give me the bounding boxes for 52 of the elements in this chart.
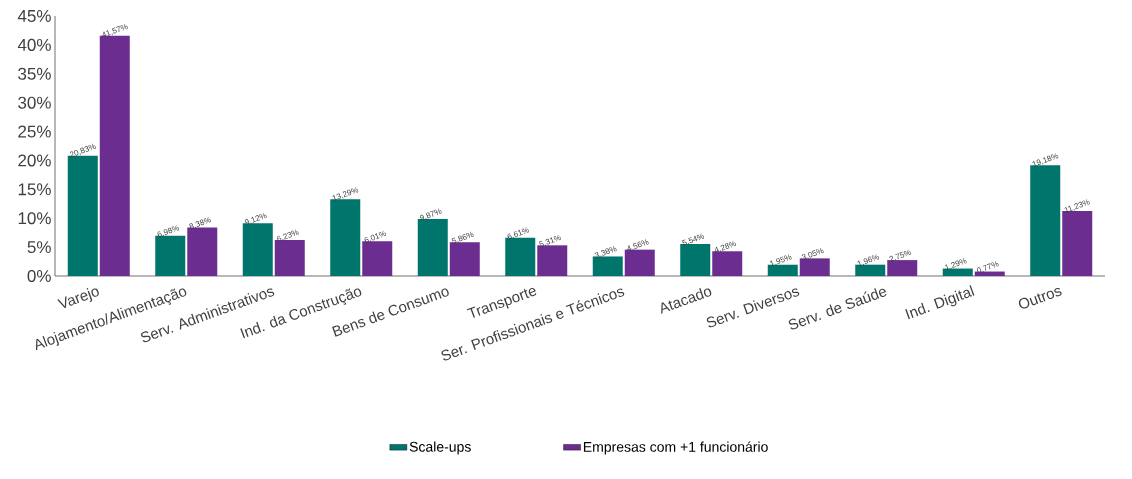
bar — [592, 256, 623, 276]
bar — [274, 240, 305, 276]
bar — [1030, 165, 1061, 276]
data-label: 6,98% — [157, 225, 180, 238]
y-tick-label: 10% — [18, 212, 51, 225]
data-label: 5,86% — [451, 231, 474, 244]
y-tick-label: 30% — [18, 96, 51, 109]
data-label: 6,61% — [507, 227, 530, 240]
bar — [449, 242, 480, 276]
data-label: 9,87% — [419, 208, 442, 221]
bar — [712, 251, 743, 276]
bar — [330, 199, 361, 276]
data-label: 1,96% — [857, 254, 880, 267]
data-label: 4,56% — [627, 239, 649, 251]
y-tick-label: 0% — [27, 269, 51, 283]
y-tick-label: 15% — [18, 183, 51, 196]
data-label: 41,57% — [102, 23, 128, 37]
data-label: 4,28% — [714, 240, 737, 253]
bar — [362, 241, 393, 276]
y-tick-label: 20% — [18, 154, 51, 167]
data-label: 1,29% — [945, 258, 967, 271]
data-label: 5,54% — [682, 233, 705, 246]
legend-label: Scale-ups — [409, 441, 471, 455]
bar — [942, 268, 973, 276]
data-label: 5,31% — [539, 234, 562, 247]
bar — [242, 223, 273, 276]
data-label: 8,38% — [189, 217, 212, 230]
bar — [505, 237, 536, 276]
data-label: 2,75% — [889, 249, 912, 262]
data-label: 9,12% — [244, 212, 267, 225]
data-label: 6,23% — [277, 229, 299, 242]
data-label: 3,38% — [594, 245, 617, 258]
bar — [537, 245, 568, 276]
data-label: 1,95% — [770, 254, 792, 267]
bar — [1062, 211, 1093, 276]
data-label: 6,01% — [364, 230, 387, 243]
bar — [624, 249, 655, 276]
x-tick-label: Outros — [1018, 288, 1062, 309]
bar — [99, 35, 130, 276]
data-label: 0,77% — [976, 261, 999, 273]
y-tick-label: 35% — [18, 67, 51, 80]
bar — [887, 260, 918, 276]
bar — [155, 235, 186, 276]
y-tick-label: 25% — [18, 125, 51, 138]
y-tick-label: 5% — [27, 241, 51, 254]
x-tick-label: Ind. Digital — [905, 285, 975, 320]
legend-label: Empresas com +1 funcionário — [583, 441, 768, 455]
y-tick-label: 45% — [17, 10, 51, 22]
bar — [799, 258, 830, 276]
y-tick-label: 40% — [17, 38, 51, 51]
bar — [187, 227, 218, 276]
data-label: 3,05% — [801, 247, 824, 260]
